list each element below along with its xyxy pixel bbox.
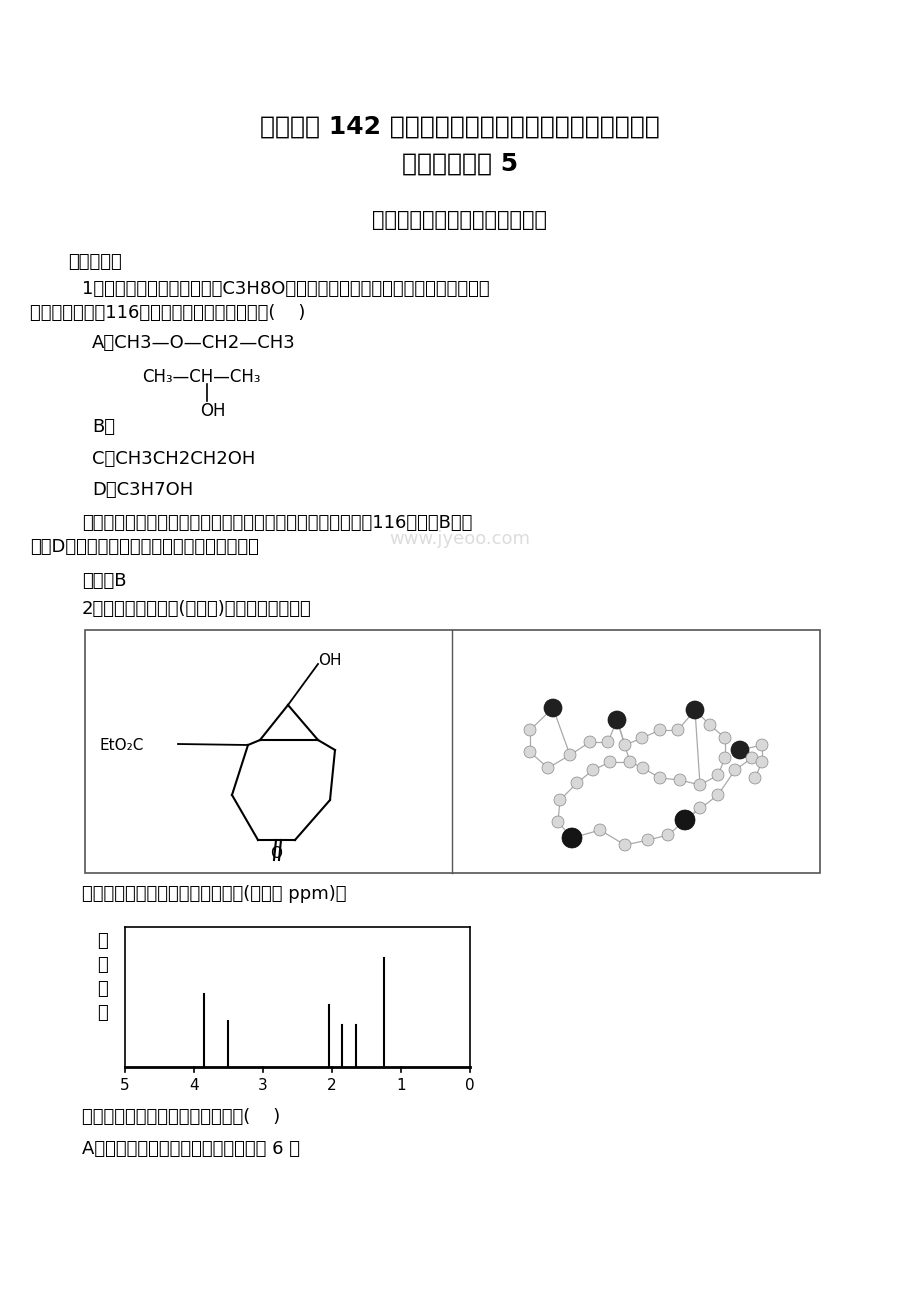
- Circle shape: [601, 736, 613, 749]
- Circle shape: [571, 777, 583, 789]
- Circle shape: [653, 772, 665, 784]
- Circle shape: [635, 732, 647, 743]
- Circle shape: [524, 724, 536, 736]
- Text: 2: 2: [327, 1078, 336, 1092]
- Circle shape: [551, 816, 563, 828]
- Text: 答案：B: 答案：B: [82, 572, 127, 590]
- Circle shape: [711, 769, 723, 781]
- Text: 4: 4: [189, 1078, 199, 1092]
- Text: A．该有机物不同化学环境的氢原子有 6 种: A．该有机物不同化学环境的氢原子有 6 种: [82, 1141, 300, 1157]
- Circle shape: [755, 756, 767, 768]
- Text: 元素分析和相对分子质量的测定: 元素分析和相对分子质量的测定: [372, 210, 547, 230]
- Text: OH: OH: [199, 402, 225, 421]
- Circle shape: [711, 789, 723, 801]
- Text: CH₃—CH—CH₃: CH₃—CH—CH₃: [142, 368, 260, 385]
- Circle shape: [703, 719, 715, 730]
- Text: 收: 收: [97, 956, 108, 974]
- Circle shape: [662, 829, 674, 841]
- Circle shape: [541, 762, 553, 773]
- Text: www.jyeoo.com: www.jyeoo.com: [389, 530, 530, 548]
- Circle shape: [641, 835, 653, 846]
- Circle shape: [524, 746, 536, 758]
- Circle shape: [693, 802, 705, 814]
- Circle shape: [594, 824, 606, 836]
- Text: 该有机分子的核磁共振波谱图如下(单位是 ppm)：: 该有机分子的核磁共振波谱图如下(单位是 ppm)：: [82, 885, 346, 904]
- Text: 一、选择题: 一、选择题: [68, 253, 121, 271]
- Circle shape: [671, 724, 683, 736]
- Circle shape: [623, 756, 635, 768]
- Circle shape: [719, 732, 731, 743]
- Text: O: O: [269, 846, 282, 861]
- Circle shape: [728, 764, 740, 776]
- Bar: [85, 630, 819, 874]
- Circle shape: [618, 740, 630, 751]
- Text: 高中化学 142 元素分析和相对分子质量的测定课时作业: 高中化学 142 元素分析和相对分子质量的测定课时作业: [260, 115, 659, 139]
- Text: 1: 1: [396, 1078, 405, 1092]
- Text: 3: 3: [258, 1078, 267, 1092]
- Text: C．CH3CH2CH2OH: C．CH3CH2CH2OH: [92, 450, 255, 467]
- Circle shape: [755, 740, 767, 751]
- Text: 0: 0: [465, 1078, 474, 1092]
- Circle shape: [731, 741, 748, 759]
- Circle shape: [618, 838, 630, 852]
- Text: ，峰面积之比是116，则该化合物的结构简式为(    ): ，峰面积之比是116，则该化合物的结构简式为( ): [30, 303, 305, 322]
- Circle shape: [748, 772, 760, 784]
- Text: 度: 度: [97, 1004, 108, 1022]
- Circle shape: [553, 794, 565, 806]
- Circle shape: [686, 700, 703, 719]
- Circle shape: [607, 711, 625, 729]
- Text: 下列关于该有机物的叙述正确的是(    ): 下列关于该有机物的叙述正确的是( ): [82, 1108, 280, 1126]
- Circle shape: [586, 764, 598, 776]
- Text: 吸: 吸: [97, 932, 108, 950]
- Text: EtO₂C: EtO₂C: [100, 738, 144, 753]
- Text: 合。D项结构不明，是分子式而不是结构简式。: 合。D项结构不明，是分子式而不是结构简式。: [30, 538, 258, 556]
- Circle shape: [636, 762, 648, 773]
- Text: B．: B．: [92, 418, 115, 436]
- Text: 1．用核磁共振仪对分子式为C3H8O的有机物进行分析，核磁共振氢谱有三个峰: 1．用核磁共振仪对分子式为C3H8O的有机物进行分析，核磁共振氢谱有三个峰: [82, 280, 489, 298]
- Circle shape: [693, 779, 705, 792]
- Text: 2．某化合物的结构(键线式)及球棍模型如下：: 2．某化合物的结构(键线式)及球棍模型如下：: [82, 600, 312, 618]
- Text: 5: 5: [120, 1078, 130, 1092]
- Circle shape: [584, 736, 596, 749]
- Text: A．CH3—O—CH2—CH3: A．CH3—O—CH2—CH3: [92, 335, 295, 352]
- Circle shape: [543, 699, 562, 717]
- Circle shape: [675, 810, 694, 829]
- Text: OH: OH: [318, 654, 341, 668]
- Circle shape: [653, 724, 665, 736]
- Circle shape: [719, 753, 731, 764]
- Circle shape: [604, 756, 616, 768]
- Circle shape: [563, 749, 575, 760]
- Text: 解析：三个峰说明有三种不同化学环境的氢原子，且个数比为116，只有B项符: 解析：三个峰说明有三种不同化学环境的氢原子，且个数比为116，只有B项符: [82, 514, 471, 533]
- Circle shape: [562, 828, 582, 848]
- Circle shape: [745, 753, 757, 764]
- Text: 强: 强: [97, 980, 108, 999]
- Text: D．C3H7OH: D．C3H7OH: [92, 480, 193, 499]
- Circle shape: [674, 773, 686, 786]
- Text: 新人教版选修 5: 新人教版选修 5: [402, 152, 517, 176]
